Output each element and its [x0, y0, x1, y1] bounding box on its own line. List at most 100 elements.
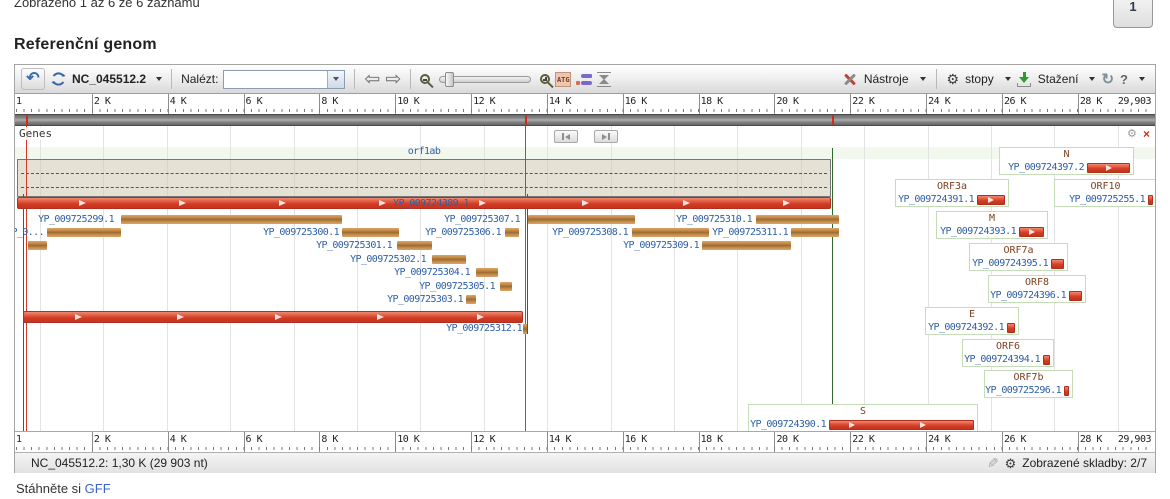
cds-bar[interactable] [23, 311, 523, 323]
refresh-icon[interactable]: ↻ [1101, 70, 1115, 88]
track-label-genes[interactable]: Genes [17, 127, 55, 140]
tracks-menu[interactable]: stopy [965, 72, 994, 86]
mat-peptide-bar[interactable] [397, 241, 432, 250]
edit-pencil-icon[interactable]: ✎ [986, 455, 999, 471]
gene-box-orf10[interactable]: ORF10 YP_009725255.1 [1054, 179, 1155, 207]
protein-label[interactable]: YP_009724391.1 [898, 194, 974, 205]
find-combobox[interactable] [223, 69, 346, 89]
mat-peptide-label[interactable]: YP_009725309.1 [623, 240, 699, 251]
refseq-selector[interactable]: NC_045512.2 [72, 72, 147, 86]
protein-label[interactable]: YP_009724396.1 [990, 290, 1066, 301]
protein-label[interactable]: YP_009724394.1 [964, 354, 1040, 365]
mat-peptide-bar[interactable] [505, 228, 519, 237]
cds-bar[interactable] [1148, 194, 1153, 205]
protein-label[interactable]: YP_009724395.1 [972, 258, 1048, 269]
cds-bar[interactable] [1007, 322, 1015, 333]
protein-label[interactable]: YP_009724392.1 [928, 322, 1004, 333]
cds-label[interactable]: YP_009724389.1 [393, 198, 469, 209]
mat-peptide-label[interactable]: YP_009725299.1 [38, 214, 114, 225]
mat-peptide-label[interactable]: YP_0... [15, 227, 45, 238]
protein-label[interactable]: YP_009725296.1 [985, 385, 1061, 396]
cds-bar[interactable] [1019, 226, 1044, 237]
gene-box-n[interactable]: N YP_009724397.2 [999, 147, 1134, 175]
cds-bar[interactable] [829, 419, 974, 430]
tools-menu[interactable]: Nástroje [863, 72, 909, 86]
mat-peptide-label[interactable]: YP_009725306.1 [425, 227, 501, 238]
cds-bar[interactable] [977, 194, 1005, 205]
tools-icon[interactable] [842, 71, 858, 87]
mat-peptide-bar[interactable] [632, 228, 709, 237]
cds-bar[interactable] [1043, 354, 1050, 365]
tracks-shown-gear-icon[interactable]: ⚙ [1004, 455, 1017, 471]
mat-peptide-bar[interactable] [500, 282, 512, 291]
track-settings-gear-icon[interactable]: ⚙ [1127, 128, 1137, 140]
gene-box-orf3a[interactable]: ORF3a YP_009724391.1 [895, 179, 1009, 207]
bottom-position-ruler[interactable]: 2 K 4 K 6 K 8 K 10 K 12 K 14 K 16 K 18 K 20 K 22 K… [15, 432, 1155, 452]
zoom-slider[interactable] [439, 71, 532, 87]
mat-peptide-bar[interactable] [466, 295, 476, 304]
pagination-button-1[interactable]: 1 [1113, 0, 1153, 28]
mat-peptide-label[interactable]: YP_009725300.1 [263, 227, 339, 238]
forward-arrow-icon[interactable]: ⇨ [385, 68, 402, 90]
gene-box-e[interactable]: E YP_009724392.1 [925, 307, 1019, 335]
mat-peptide-bar[interactable] [47, 228, 121, 237]
mat-peptide-label[interactable]: YP_009725302.1 [350, 254, 426, 265]
sequence-atg-icon[interactable]: ATG [555, 71, 572, 87]
gene-box-s[interactable]: S YP_009724390.1 [748, 404, 978, 431]
gene-box-orf8[interactable]: ORF8 YP_009724396.1 [988, 275, 1086, 303]
cds-bar[interactable] [1069, 290, 1082, 301]
mat-peptide-bar[interactable] [528, 215, 635, 224]
top-position-ruler[interactable]: 2 K 4 K 6 K 8 K 10 K 12 K 14 K 16 K 18 K 20 K 22 K… [15, 94, 1155, 114]
collapse-tracks-icon[interactable] [597, 71, 612, 87]
gene-box-orf6[interactable]: ORF6 YP_009724394.1 [962, 339, 1054, 367]
mat-peptide-label[interactable]: YP_009725308.1 [552, 227, 628, 238]
mat-peptide-label[interactable]: YP_009725310.1 [676, 214, 752, 225]
gene-span-orf1ab[interactable] [17, 159, 831, 197]
download-menu[interactable]: Stažení [1037, 72, 1079, 86]
find-dropdown-button[interactable] [327, 70, 345, 88]
cds-bar[interactable] [1064, 385, 1069, 396]
mat-peptide-bar[interactable] [702, 241, 791, 250]
undo-button[interactable]: ↶ [21, 68, 45, 90]
back-arrow-icon[interactable]: ⇦ [364, 68, 381, 90]
protein-label[interactable]: YP_009724390.1 [750, 419, 826, 430]
prev-feature-button[interactable] [554, 130, 578, 143]
track-config-icon[interactable] [576, 73, 593, 86]
cds-bar[interactable] [1087, 162, 1130, 173]
cds-label[interactable]: YP_009725312.1 [446, 323, 522, 334]
zoom-slider-thumb[interactable] [445, 71, 455, 87]
next-feature-button[interactable] [594, 130, 618, 143]
gene-box-m[interactable]: M YP_009724393.1 [936, 211, 1048, 239]
mat-peptide-label[interactable]: YP_009725307.1 [444, 214, 520, 225]
gff-link[interactable]: GFF [84, 481, 111, 496]
mat-peptide-bar[interactable] [28, 241, 47, 250]
overview-scrollbar[interactable] [15, 114, 1155, 126]
mat-peptide-label[interactable]: YP_009725304.1 [394, 267, 470, 278]
help-icon[interactable]: ? [1120, 71, 1128, 87]
download-icon[interactable] [1016, 71, 1032, 87]
gear-icon[interactable]: ⚙ [946, 71, 960, 87]
cds-bar[interactable] [1051, 258, 1064, 269]
zoom-in-icon[interactable] [540, 74, 551, 84]
protein-label[interactable]: YP_009724397.2 [1008, 162, 1084, 173]
protein-label[interactable]: YP_009725255.1 [1069, 194, 1145, 205]
gene-box-orf7b[interactable]: ORF7b YP_009725296.1 [984, 370, 1073, 398]
cds-bar[interactable] [17, 197, 831, 209]
mat-peptide-label[interactable]: YP_009725301.1 [316, 240, 392, 251]
mat-peptide-bar[interactable] [756, 215, 839, 224]
mat-peptide-label[interactable]: YP_009725303.1 [387, 294, 463, 305]
mat-peptide-bar[interactable] [342, 228, 399, 237]
gene-name-orf1ab[interactable]: orf1ab [407, 146, 441, 157]
mat-peptide-bar[interactable] [432, 255, 466, 264]
mat-peptide-label[interactable]: YP_009725311.1 [712, 227, 788, 238]
mat-peptide-bar[interactable] [476, 268, 498, 277]
protein-label[interactable]: YP_009724393.1 [940, 226, 1016, 237]
track-close-icon[interactable]: × [1143, 127, 1151, 141]
mat-peptide-bar[interactable] [791, 228, 839, 237]
chevron-down-icon[interactable] [156, 77, 163, 81]
find-input[interactable] [224, 70, 328, 88]
gene-box-orf7a[interactable]: ORF7a YP_009724395.1 [969, 243, 1068, 271]
zoom-out-icon[interactable] [420, 74, 431, 84]
mat-peptide-label[interactable]: YP_009725305.1 [419, 281, 495, 292]
mat-peptide-bar[interactable] [121, 215, 342, 224]
